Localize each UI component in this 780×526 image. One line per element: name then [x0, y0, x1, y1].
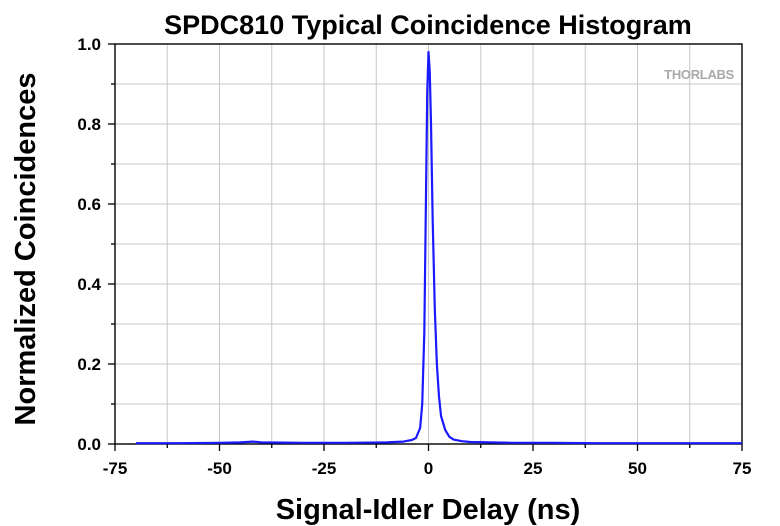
x-tick-labels: -75 -50 -25 0 25 50 75	[103, 459, 752, 478]
x-axis-label: Signal-Idler Delay (ns)	[276, 494, 581, 526]
y-tick-label: 0.2	[77, 355, 101, 374]
y-tick-labels: 0.0 0.2 0.4 0.6 0.8 1.0	[77, 35, 101, 454]
axis-ticks	[108, 43, 743, 451]
y-tick-label: 0.4	[77, 275, 101, 294]
y-tick-label: 0.8	[77, 115, 101, 134]
x-tick-label: 75	[733, 459, 752, 478]
series-line	[135, 50, 742, 445]
thorlabs-watermark: THORLABS	[664, 67, 734, 82]
chart-title: SPDC810 Typical Coincidence Histogram	[164, 10, 692, 40]
x-tick-label: 0	[424, 459, 433, 478]
grid-lines	[115, 44, 742, 444]
x-tick-label: -75	[103, 459, 128, 478]
y-tick-label: 0.0	[77, 435, 101, 454]
x-tick-label: 50	[628, 459, 647, 478]
y-tick-label: 1.0	[77, 35, 101, 54]
x-tick-label: 25	[524, 459, 543, 478]
x-tick-label: -50	[207, 459, 232, 478]
y-axis-label: Normalized Coincidences	[10, 73, 42, 426]
y-tick-label: 0.6	[77, 195, 101, 214]
x-tick-label: -25	[312, 459, 337, 478]
